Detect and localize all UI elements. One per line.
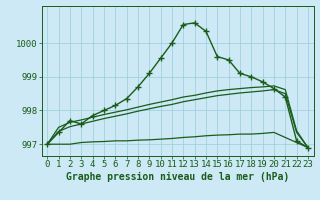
X-axis label: Graphe pression niveau de la mer (hPa): Graphe pression niveau de la mer (hPa) bbox=[66, 172, 289, 182]
